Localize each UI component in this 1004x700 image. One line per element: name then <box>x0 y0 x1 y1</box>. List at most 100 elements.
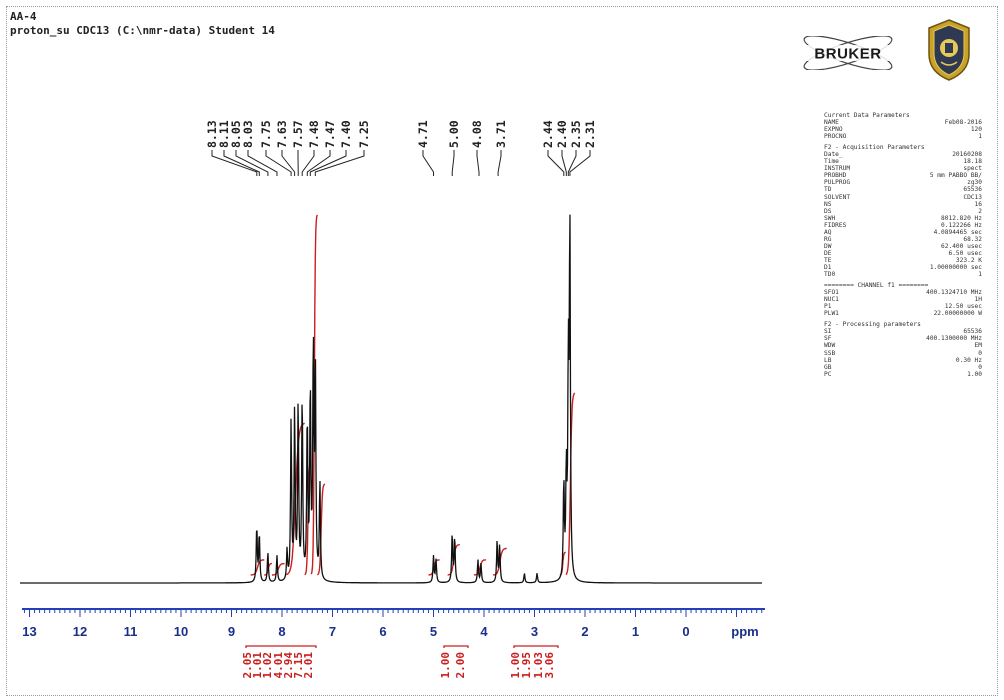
bruker-logo-text: BRUKER <box>814 46 881 63</box>
param-row: NUC1 1H <box>824 296 982 303</box>
param-key: PROCNO <box>824 133 847 141</box>
acquisition-params-heading: F2 - Acquisition Parameters <box>824 144 925 152</box>
param-key: RG <box>824 235 832 243</box>
param-value: 400.1324710 MHz <box>926 289 982 297</box>
peak-label: 2.44 <box>541 120 555 148</box>
param-key: PC <box>824 370 832 378</box>
param-row: SSB 0 <box>824 350 982 357</box>
param-key: Time <box>824 158 839 166</box>
param-value: EM <box>974 342 982 350</box>
param-row: NAME Feb08-2016 <box>824 119 982 126</box>
param-key: P1 <box>824 303 832 311</box>
peak-label: 7.47 <box>323 120 337 148</box>
peak-label: 8.11 <box>217 120 231 148</box>
param-key: FIDRES <box>824 221 847 229</box>
tick-label: 7 <box>329 624 336 639</box>
spectrum-trace <box>20 214 762 584</box>
param-value: 6.50 usec <box>948 249 982 257</box>
param-value: 0.30 Hz <box>955 356 982 364</box>
integral-value: 1.00 <box>439 652 452 679</box>
param-key: LB <box>824 356 832 364</box>
tick-label: 9 <box>228 624 235 639</box>
param-value: 4.0894465 sec <box>933 228 982 236</box>
tick-label: 4 <box>480 624 488 639</box>
peak-label-connector <box>306 150 331 176</box>
param-key: AQ <box>824 228 832 236</box>
peak-label-connector <box>309 150 347 176</box>
param-row: PULPROG zg30 <box>824 179 982 186</box>
param-row: AQ 4.0894465 sec <box>824 229 982 236</box>
param-value: 2 <box>978 207 982 215</box>
peak-label-connector <box>561 150 567 176</box>
x-axis-label: ppm <box>731 624 758 639</box>
param-key: NUC1 <box>824 296 839 304</box>
param-row: PROBHD 5 mm PABBO BB/ <box>824 172 982 179</box>
param-row: LB 0.30 Hz <box>824 357 982 364</box>
param-row: SI 65536 <box>824 328 982 335</box>
param-key: PULPROG <box>824 179 851 187</box>
param-key: DS <box>824 207 832 215</box>
param-row: PC 1.00 <box>824 371 982 378</box>
param-value: 0 <box>978 349 982 357</box>
param-key: SWH <box>824 214 836 222</box>
param-value: 1.00000000 sec <box>929 263 982 271</box>
peak-label: 2.31 <box>583 120 597 148</box>
param-key: TD0 <box>824 271 836 279</box>
param-row: PROCNO 1 <box>824 133 982 140</box>
param-row: SOLVENT CDC13 <box>824 194 982 201</box>
integral-value: 1.02 <box>261 652 274 679</box>
tick-label: 3 <box>531 624 538 639</box>
param-row: Date_ 20160208 <box>824 151 982 158</box>
bruker-logo: BRUKER <box>796 36 900 70</box>
param-key: SOLVENT <box>824 193 851 201</box>
param-key: PROBHD <box>824 172 847 180</box>
param-key: DE <box>824 249 832 257</box>
param-row: TD 65536 <box>824 186 982 193</box>
param-row: P1 12.50 usec <box>824 303 982 310</box>
param-key: SF <box>824 335 832 343</box>
peak-label: 7.25 <box>357 120 371 148</box>
param-key: D1 <box>824 263 832 271</box>
peak-label: 8.05 <box>229 120 243 148</box>
param-key: TE <box>824 256 832 264</box>
integral-value: 2.05 <box>241 652 254 679</box>
param-value: 0.122266 Hz <box>941 221 982 229</box>
param-value: 12.50 usec <box>944 303 982 311</box>
param-key: INSTRUM <box>824 165 851 173</box>
peak-label: 5.00 <box>447 120 461 148</box>
peak-label-connector <box>247 150 278 176</box>
param-value: 68.32 <box>963 235 982 243</box>
integral-value: 1.01 <box>251 652 264 679</box>
param-key: SFO1 <box>824 289 839 297</box>
param-row: D1 1.00000000 sec <box>824 264 982 271</box>
peak-label-connector <box>223 150 260 176</box>
peak-label-connector <box>451 150 455 176</box>
integral-value: 1.00 <box>509 652 522 679</box>
param-row: INSTRUM spect <box>824 165 982 172</box>
param-row: GB 0 <box>824 364 982 371</box>
param-key: TD <box>824 186 832 194</box>
peak-label-connector <box>281 150 296 176</box>
param-value: 62.400 usec <box>941 242 982 250</box>
param-value: zg30 <box>967 179 982 187</box>
tick-label: 0 <box>682 624 689 639</box>
tick-label: 13 <box>22 624 36 639</box>
processing-params-heading: F2 - Processing parameters <box>824 321 921 329</box>
param-value: 400.1300000 MHz <box>926 335 982 343</box>
tick-label: 10 <box>174 624 188 639</box>
param-key: NS <box>824 200 832 208</box>
param-row: DS 2 <box>824 208 982 215</box>
param-value: 120 <box>970 126 982 134</box>
peak-label-connector <box>569 150 591 176</box>
param-row: PLW1 22.00000000 W <box>824 310 982 317</box>
tick-label: 2 <box>581 624 588 639</box>
peak-label-connector <box>235 150 269 176</box>
peak-label-connector <box>301 150 315 176</box>
peak-label: 3.71 <box>494 120 508 148</box>
sample-title: AA-4 <box>10 10 37 23</box>
integral-bracket <box>443 645 469 648</box>
integral-value: 3.06 <box>543 652 556 679</box>
peak-label-connector <box>476 150 480 176</box>
param-value: Feb08-2016 <box>944 119 982 127</box>
